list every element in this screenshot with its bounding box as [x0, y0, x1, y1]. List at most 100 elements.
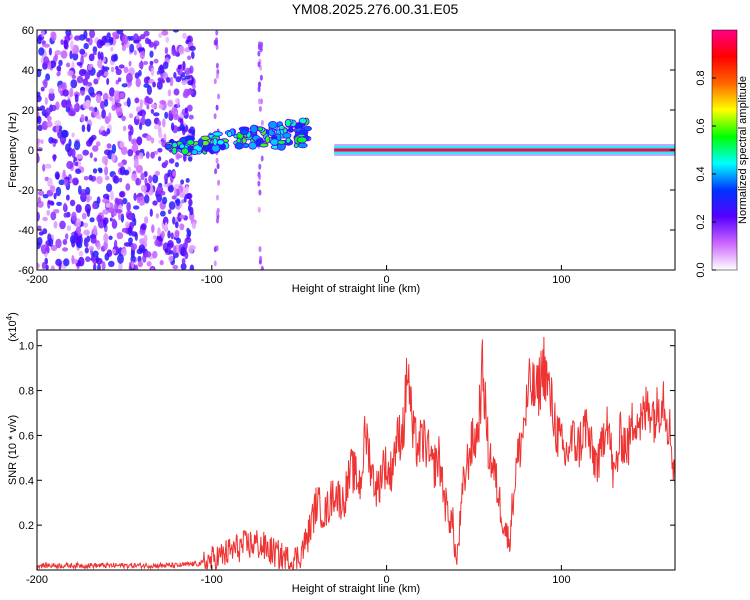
spectrogram-cell — [103, 240, 108, 251]
spectrogram-cell — [66, 194, 70, 201]
spectrogram-cell — [145, 134, 152, 141]
spectrogram-cell — [164, 160, 169, 166]
spectrogram-cell — [259, 46, 263, 53]
spectrogram-cell — [216, 194, 219, 201]
spectrogram-cell — [125, 183, 131, 191]
spectrogram-cell — [143, 61, 149, 65]
spectrogram-cell — [101, 65, 105, 75]
spectrogram-cell — [139, 200, 144, 206]
spectrogram-cell — [108, 112, 112, 122]
spectrogram-cell — [148, 41, 155, 48]
spectrogram-cell — [72, 44, 80, 55]
spectrogram-cell — [118, 64, 125, 69]
spectrogram-cell — [83, 42, 89, 50]
spectrogram-cell — [117, 253, 124, 264]
spectrogram-cell — [108, 260, 115, 268]
spectrogram-cell — [41, 30, 45, 38]
spectrogram-cell — [188, 156, 193, 162]
spectrogram-cell — [296, 136, 308, 144]
snr-xtick-label: -200 — [26, 574, 48, 586]
spectrogram-cell — [216, 139, 225, 146]
spectrogram-cell — [62, 247, 69, 252]
spectrogram-cell — [83, 30, 88, 40]
spectrogram-cell — [168, 201, 176, 210]
spectrogram-cell — [93, 78, 99, 85]
spectrogram-cell — [86, 99, 91, 108]
spectrogram-cell — [89, 152, 93, 159]
spectrogram-cell — [169, 76, 174, 87]
spectrogram-cell — [60, 129, 68, 138]
spectrogram-cell — [43, 56, 50, 65]
spectrogram-cell — [186, 104, 193, 112]
spectrogram-cell — [146, 261, 152, 267]
spectrogram-cell — [85, 85, 89, 92]
spectrogram-cell — [257, 126, 264, 132]
spectrogram-cell — [100, 51, 104, 61]
spectrogram-cell — [153, 124, 160, 130]
spectrogram-cell — [183, 153, 187, 162]
spectrogram-cell — [104, 99, 109, 107]
spectrogram-cell — [191, 149, 199, 156]
spectrogram-cell — [158, 103, 164, 110]
spectrogram-cell — [259, 74, 263, 81]
spectrogram-cell — [45, 264, 49, 270]
spectrogram-cell — [155, 213, 160, 219]
spectrogram-cell — [118, 262, 123, 270]
spectrogram-cell — [144, 251, 152, 258]
spectrogram-cell — [112, 31, 119, 37]
spectrogram-cell — [80, 86, 86, 91]
snr-ytick-label: 0.6 — [19, 430, 34, 442]
spectrogram-cell — [121, 146, 128, 155]
spectrogram-cell — [261, 266, 264, 270]
spectrogram-cell — [88, 174, 93, 181]
spectrogram-cell — [55, 186, 62, 197]
spectrogram-cell — [73, 103, 78, 110]
spectrogram-cell — [153, 235, 157, 240]
spectrogram-cell — [257, 50, 261, 57]
snr-multiplier-close: ) — [7, 312, 19, 316]
spectrogram-cell — [54, 50, 62, 56]
spectrogram-cell — [133, 218, 137, 226]
spectrogram-cell — [95, 141, 101, 147]
spectrogram-xtick-label: -100 — [201, 274, 223, 286]
snr-ticks: -200 -100 0 100 0.2 0.4 0.6 0.8 1.0 — [19, 341, 675, 586]
spectrogram-cell — [37, 68, 42, 78]
spectrogram-cell — [150, 137, 155, 144]
spectrogram-cell — [172, 264, 179, 270]
spectrogram-cell — [117, 162, 125, 168]
spectrogram-cell — [162, 196, 168, 205]
snr-ytick-label: 0.2 — [19, 520, 34, 532]
spectrogram-cell — [168, 250, 175, 255]
colorbar-label: Normalized spectral amplitude — [737, 76, 749, 224]
spectrogram-cell — [63, 212, 68, 218]
spectrogram-cell — [181, 80, 188, 86]
spectrogram-cell — [167, 185, 174, 193]
spectrogram-cell — [102, 209, 108, 215]
spectrogram-cell — [37, 36, 42, 45]
spectrogram-cell — [164, 173, 169, 182]
spectrogram-cell — [121, 44, 126, 52]
spectrogram-cell — [277, 139, 286, 145]
spectrogram-cell — [150, 104, 157, 109]
spectrogram-cell — [41, 262, 46, 270]
spectrogram-cell — [174, 230, 180, 238]
spectrogram-cell — [37, 190, 45, 196]
spectrogram-cell — [46, 120, 53, 128]
spectrogram-cell — [181, 258, 186, 265]
spectrogram-cell — [37, 262, 40, 269]
spectrogram-cell — [138, 61, 144, 69]
spectrogram-cell — [257, 206, 261, 213]
snr-xtick-label: -100 — [201, 574, 223, 586]
spectrogram-cell — [170, 122, 175, 131]
spectrogram-cell — [96, 71, 101, 78]
spectrogram-cell — [37, 124, 43, 132]
spectrogram-cell — [84, 247, 89, 254]
spectrogram-cell — [110, 54, 117, 62]
spectrogram-cell — [48, 88, 55, 94]
spectrogram-cell — [122, 34, 128, 45]
spectrogram-cell — [129, 113, 133, 119]
spectrogram-cell — [122, 197, 128, 205]
spectrogram-cell — [44, 97, 48, 106]
spectrogram-cell — [61, 82, 66, 90]
spectrogram-cell — [37, 111, 40, 118]
